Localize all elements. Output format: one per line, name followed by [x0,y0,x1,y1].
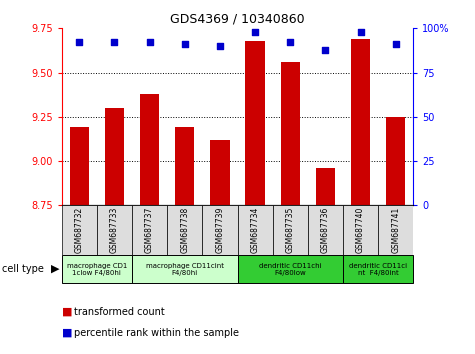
Text: ■: ■ [62,328,72,338]
Text: dendritic CD11ci
nt  F4/80int: dendritic CD11ci nt F4/80int [349,263,407,275]
Point [286,40,294,45]
Text: GSM687738: GSM687738 [180,207,189,253]
Point [322,47,329,52]
Bar [175,127,194,205]
Text: GSM687740: GSM687740 [356,207,365,253]
Text: GSM687739: GSM687739 [216,207,224,253]
FancyBboxPatch shape [132,205,167,255]
Text: GSM687737: GSM687737 [145,207,154,253]
Text: GSM687736: GSM687736 [321,207,330,253]
Text: cell type: cell type [2,264,44,274]
Point [357,29,364,35]
Text: transformed count: transformed count [74,307,164,316]
FancyBboxPatch shape [62,255,132,283]
Point [216,43,224,49]
FancyBboxPatch shape [343,255,413,283]
Bar [386,117,405,205]
Point [181,41,189,47]
Text: GSM687741: GSM687741 [391,207,400,253]
Text: macrophage CD11cint
F4/80hi: macrophage CD11cint F4/80hi [146,263,224,275]
FancyBboxPatch shape [238,205,273,255]
Point [251,29,259,35]
Bar [351,39,370,205]
Text: ▶: ▶ [51,264,60,274]
Text: GSM687733: GSM687733 [110,207,119,253]
Bar [316,168,335,205]
Bar [70,127,89,205]
Point [392,41,399,47]
Bar [105,108,124,205]
Point [111,40,118,45]
FancyBboxPatch shape [238,255,343,283]
Text: GSM687735: GSM687735 [286,207,294,253]
Text: macrophage CD1
1clow F4/80hi: macrophage CD1 1clow F4/80hi [66,263,127,275]
FancyBboxPatch shape [167,205,202,255]
Text: dendritic CD11chi
F4/80low: dendritic CD11chi F4/80low [259,263,322,275]
FancyBboxPatch shape [343,205,378,255]
FancyBboxPatch shape [132,255,238,283]
Bar [246,41,265,205]
Point [76,40,83,45]
Point [146,40,153,45]
Bar [210,140,229,205]
Bar [140,94,159,205]
FancyBboxPatch shape [62,205,97,255]
Text: percentile rank within the sample: percentile rank within the sample [74,328,238,338]
Bar [281,62,300,205]
FancyBboxPatch shape [308,205,343,255]
FancyBboxPatch shape [378,205,413,255]
FancyBboxPatch shape [97,205,132,255]
FancyBboxPatch shape [273,205,308,255]
FancyBboxPatch shape [202,205,238,255]
Title: GDS4369 / 10340860: GDS4369 / 10340860 [170,13,305,26]
Text: GSM687732: GSM687732 [75,207,84,253]
Text: ■: ■ [62,307,72,316]
Text: GSM687734: GSM687734 [251,207,259,253]
